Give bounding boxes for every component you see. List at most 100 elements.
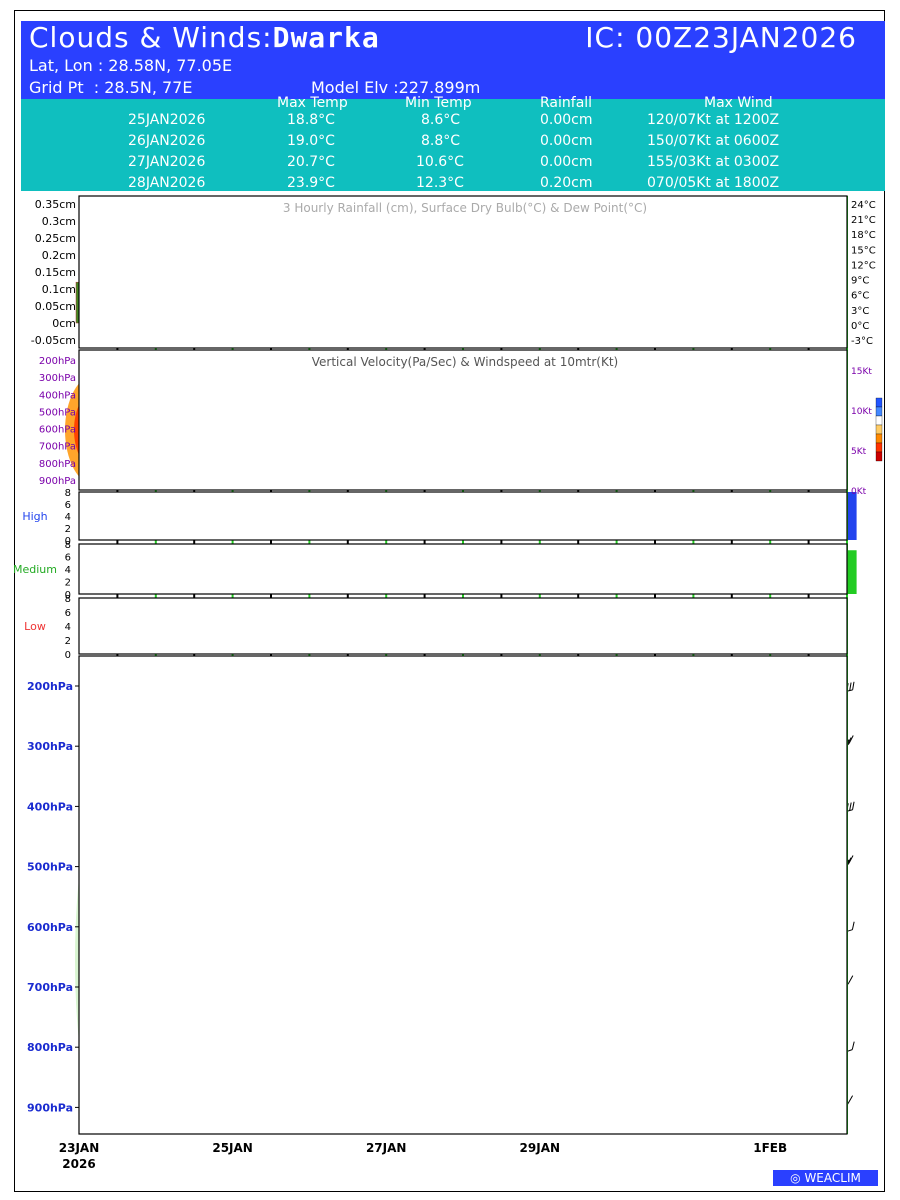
xs-level-label: 400hPa — [27, 800, 73, 813]
wind-barb-flag — [849, 802, 852, 811]
wind-barb-flag — [852, 801, 855, 810]
wind-barb-flag — [848, 735, 854, 744]
title-prefix: Clouds & Winds: — [29, 21, 273, 54]
chart-title: Clouds & Winds:Dwarka — [29, 21, 380, 54]
wind-tick-label: 5Kt — [851, 447, 867, 457]
xs-level-label: 900hPa — [27, 1101, 73, 1114]
cloud-panel-label-high: High — [22, 510, 47, 523]
vv-level-label: 400hPa — [39, 390, 76, 401]
cloud-tick-label: 8 — [65, 488, 71, 499]
panel-border-rain — [78, 195, 848, 349]
colorbar-swatch — [875, 415, 883, 426]
row-max-temp: 19.0°C — [287, 133, 335, 149]
row-min-temp: 8.6°C — [421, 112, 461, 128]
panel-border-med — [78, 543, 848, 595]
cloud-tick-label: 8 — [65, 594, 71, 605]
cloud-bar-medium — [847, 550, 857, 594]
wind-tick-label: 15Kt — [851, 367, 872, 377]
wind-barb-flag — [847, 975, 854, 984]
wind-barb-flag — [851, 921, 855, 930]
x-date-label: 23JAN — [59, 1141, 100, 1155]
cloud-tick-label: 0 — [65, 590, 71, 601]
cloud-tick-label: 2 — [65, 578, 71, 589]
cloud-bar-high — [847, 492, 857, 540]
row-max-temp: 20.7°C — [287, 154, 335, 170]
vv-level-label: 700hPa — [39, 442, 76, 453]
col-header-max-wind: Max Wind — [704, 95, 773, 111]
colorbar-swatch — [875, 397, 883, 408]
temp-tick-label: 6°C — [851, 291, 869, 302]
x-date-label: 1FEB — [753, 1141, 787, 1155]
temp-tick-label: 9°C — [851, 276, 869, 287]
panel-border-low — [78, 597, 848, 655]
cloud-tick-label: 2 — [65, 524, 71, 535]
cloud-tick-label: 6 — [65, 500, 71, 511]
vv-level-label: 600hPa — [39, 425, 76, 436]
cloud-panel-label-medium: Medium — [13, 563, 57, 576]
vv-level-label: 800hPa — [39, 459, 76, 470]
wind-tick-label: 0Kt — [851, 487, 867, 497]
row-rainfall: 0.00cm — [540, 154, 593, 170]
row-min-temp: 10.6°C — [416, 154, 464, 170]
weaclim-logo: ◎ WEACLIM — [773, 1170, 878, 1186]
xs-level-label: 600hPa — [27, 921, 73, 934]
row-rainfall: 0.20cm — [540, 175, 593, 191]
x-date-label: 25JAN — [212, 1141, 253, 1155]
rain-tick-label: 0.2cm — [42, 249, 76, 262]
x-date-label: 29JAN — [520, 1141, 561, 1155]
cloud-tick-label: 0 — [65, 650, 71, 661]
cloud-tick-label: 6 — [65, 608, 71, 619]
cloud-tick-label: 4 — [65, 512, 71, 523]
row-max-wind: 070/05Kt at 1800Z — [647, 175, 780, 191]
rain-tick-label: 0.25cm — [35, 232, 76, 245]
temp-tick-label: 18°C — [851, 230, 876, 241]
colorbar-swatch — [875, 406, 883, 417]
colorbar-swatch — [875, 442, 883, 453]
vv-panel-title: Vertical Velocity(Pa/Sec) & Windspeed at… — [312, 355, 618, 369]
row-date: 28JAN2026 — [128, 175, 206, 191]
wind-barb-flag — [848, 855, 854, 864]
cloud-tick-label: 6 — [65, 553, 71, 564]
col-header-rainfall: Rainfall — [540, 95, 593, 111]
wind-barb-flag — [847, 1095, 854, 1104]
col-header-max-temp: Max Temp — [277, 95, 348, 111]
place-name: Dwarka — [272, 21, 380, 54]
cloud-tick-label: 2 — [65, 636, 71, 647]
lat-lon: Lat, Lon : 28.58N, 77.05E — [29, 56, 233, 75]
rain-tick-label: 0.15cm — [35, 266, 76, 279]
panel-border-high — [78, 491, 848, 541]
rain-tick-label: 0cm — [52, 317, 76, 330]
temp-tick-label: 3°C — [851, 306, 869, 317]
x-date-label: 27JAN — [366, 1141, 407, 1155]
colorbar-swatch — [875, 433, 883, 444]
row-max-temp: 23.9°C — [287, 175, 335, 191]
row-min-temp: 8.8°C — [421, 133, 461, 149]
col-header-min-temp: Min Temp — [405, 95, 472, 111]
xs-level-label: 500hPa — [27, 861, 73, 874]
temp-tick-label: 0°C — [851, 321, 869, 332]
wind-tick-label: 10Kt — [851, 407, 872, 417]
row-date: 25JAN2026 — [128, 112, 206, 128]
model-elevation: Model Elv :227.899m — [311, 78, 481, 97]
rain-tick-label: 0.1cm — [42, 283, 76, 296]
header-banner: Clouds & Winds:Dwarka IC: 00Z23JAN2026 L… — [21, 21, 885, 99]
wind-barb-flag — [851, 1041, 855, 1050]
temp-tick-label: 24°C — [851, 200, 876, 211]
vv-level-label: 300hPa — [39, 373, 76, 384]
panel-border-xs — [78, 655, 848, 1135]
row-max-wind: 155/03Kt at 0300Z — [647, 154, 780, 170]
initial-condition: IC: 00Z23JAN2026 — [585, 21, 857, 54]
vv-level-label: 900hPa — [39, 476, 76, 487]
row-date: 26JAN2026 — [128, 133, 206, 149]
wind-barb-flag — [849, 682, 852, 691]
vv-level-label: 200hPa — [39, 356, 76, 367]
row-min-temp: 12.3°C — [416, 175, 464, 191]
temp-tick-label: 12°C — [851, 260, 876, 271]
rain-tick-label: 0.35cm — [35, 198, 76, 211]
xs-level-label: 300hPa — [27, 740, 73, 753]
panel-border-vv — [78, 349, 848, 491]
cloud-tick-label: 4 — [65, 565, 71, 576]
rain-tick-label: 0.3cm — [42, 215, 76, 228]
rain-tick-label: -0.05cm — [31, 334, 76, 347]
